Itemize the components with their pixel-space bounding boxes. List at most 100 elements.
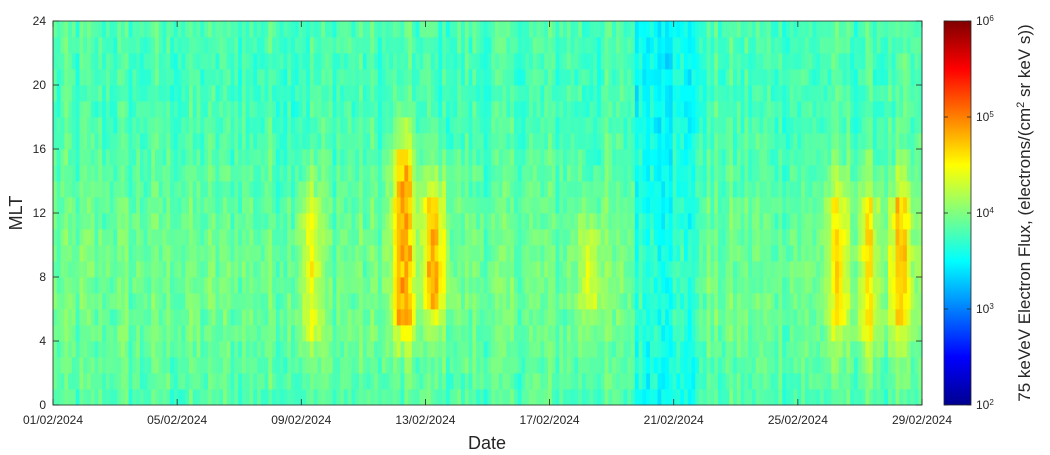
heatmap-cell xyxy=(513,117,519,134)
heatmap-cell xyxy=(264,245,269,262)
heatmap-cell xyxy=(585,389,590,406)
heatmap-cell xyxy=(317,229,322,246)
heatmap-cell xyxy=(744,229,749,246)
heatmap-cell xyxy=(600,245,606,262)
heatmap-cell xyxy=(544,373,549,390)
heatmap-cell xyxy=(238,133,243,150)
heatmap-cell xyxy=(336,53,341,70)
heatmap-cell xyxy=(831,293,836,310)
heatmap-cell xyxy=(770,133,776,150)
heatmap-cell xyxy=(332,325,337,342)
heatmap-cell xyxy=(699,21,704,38)
heatmap-cell xyxy=(279,133,284,150)
heatmap-cell xyxy=(347,101,352,118)
heatmap-cell xyxy=(513,37,519,54)
heatmap-cell xyxy=(298,165,303,182)
heatmap-cell xyxy=(702,85,708,102)
heatmap-cell xyxy=(449,213,454,230)
heatmap-cell xyxy=(90,229,95,246)
heatmap-cell xyxy=(192,325,197,342)
heatmap-cell xyxy=(283,149,288,166)
heatmap-cell xyxy=(740,21,745,38)
heatmap-cell xyxy=(64,37,69,54)
heatmap-cell xyxy=(464,261,470,278)
heatmap-cell xyxy=(710,53,715,70)
heatmap-cell xyxy=(574,85,579,102)
heatmap-cell xyxy=(415,85,420,102)
heatmap-cell xyxy=(411,165,417,182)
heatmap-cell xyxy=(589,261,594,278)
heatmap-cell xyxy=(124,69,129,86)
heatmap-cell xyxy=(257,229,262,246)
heatmap-cell xyxy=(306,21,311,38)
heatmap-cell xyxy=(589,357,594,374)
heatmap-cell xyxy=(355,117,360,134)
heatmap-cell xyxy=(306,373,311,390)
heatmap-cell xyxy=(279,165,284,182)
heatmap-cell xyxy=(710,325,715,342)
heatmap-cell xyxy=(785,293,791,310)
heatmap-cell xyxy=(177,373,182,390)
heatmap-cell xyxy=(207,101,213,118)
heatmap-cell xyxy=(283,133,288,150)
heatmap-cell xyxy=(325,373,330,390)
heatmap-cell xyxy=(340,197,345,214)
heatmap-cell xyxy=(767,69,772,86)
heatmap-cell xyxy=(294,85,299,102)
heatmap-cell xyxy=(483,293,488,310)
heatmap-cell xyxy=(751,53,757,70)
heatmap-cell xyxy=(608,69,613,86)
heatmap-cell xyxy=(173,357,179,374)
heatmap-cell xyxy=(173,293,179,310)
heatmap-cell xyxy=(827,373,832,390)
heatmap-cell xyxy=(147,53,152,70)
heatmap-cell xyxy=(207,149,213,166)
heatmap-cell xyxy=(68,197,73,214)
heatmap-cell xyxy=(151,277,156,294)
heatmap-cell xyxy=(343,53,349,70)
heatmap-cell xyxy=(816,389,821,406)
heatmap-cell xyxy=(83,117,88,134)
heatmap-cell xyxy=(211,69,216,86)
heatmap-cell xyxy=(291,85,296,102)
heatmap-cell xyxy=(170,37,175,54)
heatmap-cell xyxy=(192,341,197,358)
heatmap-cell xyxy=(189,133,194,150)
heatmap-cell xyxy=(510,101,515,118)
heatmap-cell xyxy=(498,133,504,150)
heatmap-cell xyxy=(328,373,333,390)
heatmap-cell xyxy=(495,117,500,134)
heatmap-cell xyxy=(544,277,549,294)
heatmap-cell xyxy=(468,245,473,262)
heatmap-cell xyxy=(449,133,454,150)
heatmap-cell xyxy=(60,245,65,262)
heatmap-cell xyxy=(525,85,530,102)
heatmap-cell xyxy=(442,277,447,294)
heatmap-cell xyxy=(683,373,689,390)
heatmap-cell xyxy=(495,357,500,374)
heatmap-cell xyxy=(615,101,621,118)
heatmap-cell xyxy=(223,165,228,182)
heatmap-cell xyxy=(166,325,171,342)
heatmap-cell xyxy=(396,213,401,230)
heatmap-cell xyxy=(585,197,590,214)
heatmap-cell xyxy=(83,133,88,150)
heatmap-cell xyxy=(68,133,73,150)
heatmap-cell xyxy=(53,165,58,182)
heatmap-cell xyxy=(793,197,798,214)
heatmap-cell xyxy=(453,117,458,134)
heatmap-cell xyxy=(79,101,84,118)
heatmap-cell xyxy=(434,229,439,246)
heatmap-cell xyxy=(336,245,341,262)
heatmap-cell xyxy=(555,261,560,278)
heatmap-cell xyxy=(649,373,655,390)
heatmap-cell xyxy=(585,245,590,262)
heatmap-cell xyxy=(736,373,742,390)
heatmap-cell xyxy=(721,101,726,118)
heatmap-cell xyxy=(128,293,133,310)
heatmap-cell xyxy=(449,101,454,118)
heatmap-cell xyxy=(173,53,179,70)
heatmap-cell xyxy=(498,373,504,390)
heatmap-cell xyxy=(68,325,73,342)
heatmap-cell xyxy=(778,165,783,182)
